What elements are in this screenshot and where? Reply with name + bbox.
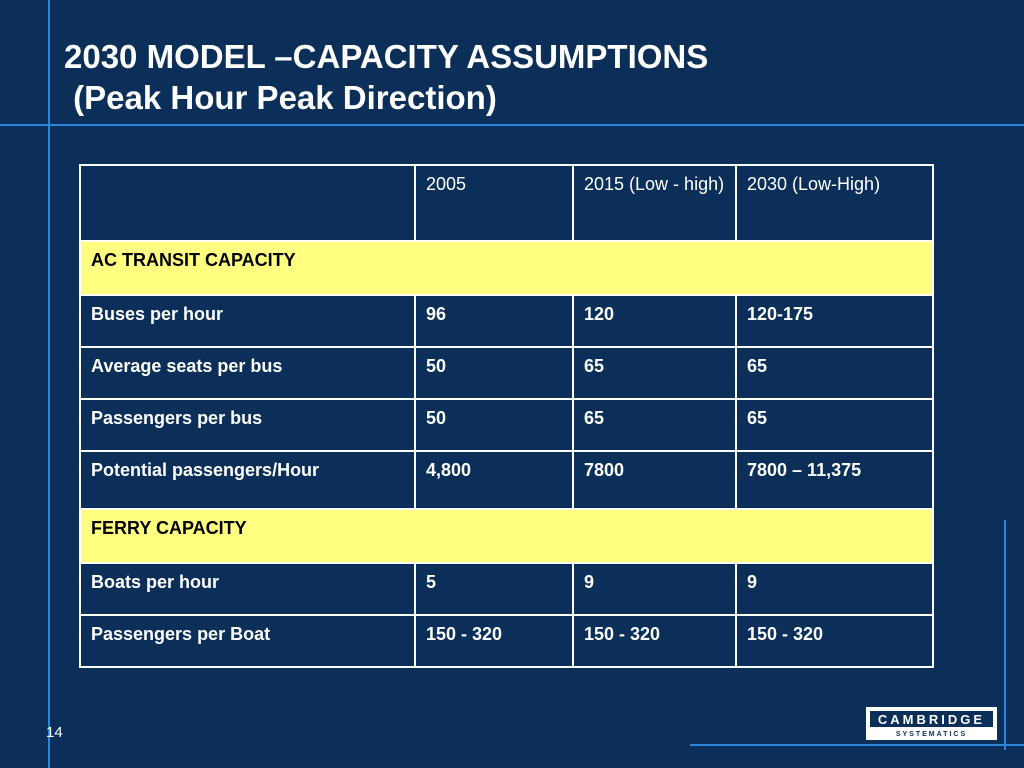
header-cell-2015: 2015 (Low - high): [572, 164, 737, 242]
table-row: Passengers per Boat 150 - 320 150 - 320 …: [79, 614, 934, 668]
table-row: Average seats per bus 50 65 65: [79, 346, 934, 400]
section-title: AC TRANSIT CAPACITY: [79, 240, 934, 296]
section-title: FERRY CAPACITY: [79, 508, 934, 564]
table-cell: 150 - 320: [572, 614, 737, 668]
table-cell: 120-175: [735, 294, 934, 348]
table-cell: 150 - 320: [735, 614, 934, 668]
row-label: Average seats per bus: [79, 346, 416, 400]
table-cell: 4,800: [414, 450, 574, 510]
row-label: Passengers per bus: [79, 398, 416, 452]
table-row: Potential passengers/Hour 4,800 7800 780…: [79, 450, 934, 510]
table-cell: 50: [414, 398, 574, 452]
header-cell-2030: 2030 (Low-High): [735, 164, 934, 242]
header-cell-empty: [79, 164, 416, 242]
right-vertical-line: [1004, 520, 1006, 750]
table-cell: 65: [735, 398, 934, 452]
row-label: Boats per hour: [79, 562, 416, 616]
slide-title-line-1: 2030 MODEL –CAPACITY ASSUMPTIONS: [64, 38, 709, 75]
capacity-table: 2005 2015 (Low - high) 2030 (Low-High) A…: [79, 164, 934, 668]
svg-text:SYSTEMATICS: SYSTEMATICS: [896, 731, 967, 738]
slide-title: 2030 MODEL –CAPACITY ASSUMPTIONS (Peak H…: [64, 36, 708, 118]
table-cell: 50: [414, 346, 574, 400]
title-divider-line: [0, 124, 1024, 126]
table-cell: 65: [572, 398, 737, 452]
bottom-horizontal-line: [690, 744, 1024, 746]
table-row: Boats per hour 5 9 9: [79, 562, 934, 616]
section-row-ferry: FERRY CAPACITY: [79, 508, 934, 564]
table-row: Buses per hour 96 120 120-175: [79, 294, 934, 348]
table-cell: 5: [414, 562, 574, 616]
svg-text:CAMBRIDGE: CAMBRIDGE: [878, 712, 985, 727]
table-cell: 7800: [572, 450, 737, 510]
table-cell: 150 - 320: [414, 614, 574, 668]
row-label: Potential passengers/Hour: [79, 450, 416, 510]
page-number: 14: [46, 724, 63, 741]
table-row: Passengers per bus 50 65 65: [79, 398, 934, 452]
row-label: Passengers per Boat: [79, 614, 416, 668]
table-cell: 7800 – 11,375: [735, 450, 934, 510]
table-cell: 120: [572, 294, 737, 348]
table-header-row: 2005 2015 (Low - high) 2030 (Low-High): [79, 164, 934, 242]
table-cell: 96: [414, 294, 574, 348]
table-cell: 9: [572, 562, 737, 616]
slide-title-line-2: (Peak Hour Peak Direction): [64, 79, 497, 116]
row-label: Buses per hour: [79, 294, 416, 348]
table-cell: 65: [572, 346, 737, 400]
cambridge-systematics-logo: CAMBRIDGE SYSTEMATICS: [866, 707, 997, 740]
left-vertical-line: [48, 0, 50, 768]
header-cell-2005: 2005: [414, 164, 574, 242]
table-cell: 9: [735, 562, 934, 616]
table-cell: 65: [735, 346, 934, 400]
section-row-ac-transit: AC TRANSIT CAPACITY: [79, 240, 934, 296]
